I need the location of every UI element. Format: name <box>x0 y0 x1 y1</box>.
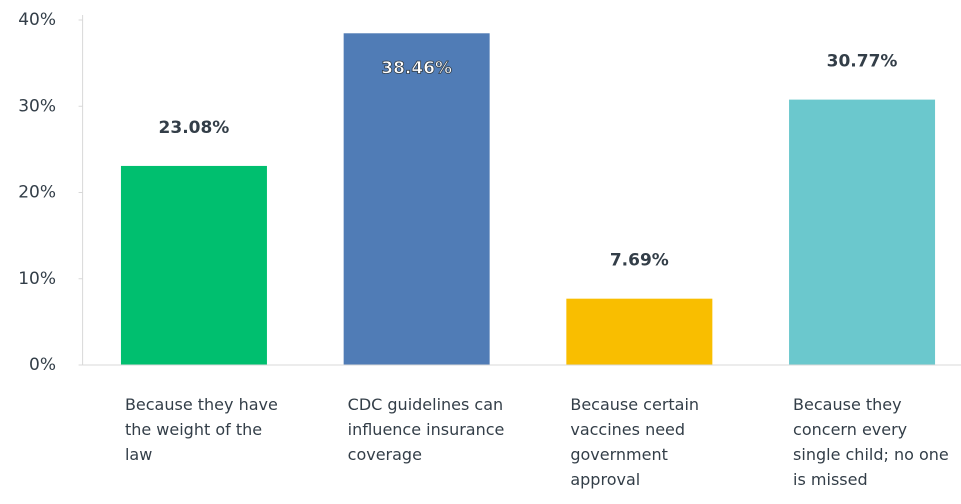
y-tick-label: 10% <box>18 269 56 289</box>
y-tick-label: 30% <box>18 96 56 116</box>
value-label: 30.77% <box>827 52 898 72</box>
value-label: 7.69% <box>610 251 669 271</box>
y-tick-label: 20% <box>18 183 56 203</box>
x-tick-label: Because they concern every single child;… <box>793 395 949 489</box>
bar <box>566 298 713 365</box>
value-label: 38.46% <box>381 58 452 78</box>
bar <box>120 165 267 365</box>
x-tick-label: Because they have the weight of the law <box>124 395 278 464</box>
x-tick-label: CDC guidelines can influence insurance c… <box>347 395 505 464</box>
bar <box>343 33 490 365</box>
y-tick-label: 40% <box>18 10 56 30</box>
x-tick-label: Because certain vaccines need government… <box>570 395 700 489</box>
value-label: 23.08% <box>159 118 230 138</box>
y-tick-label: 0% <box>29 355 56 375</box>
bar <box>789 99 936 365</box>
